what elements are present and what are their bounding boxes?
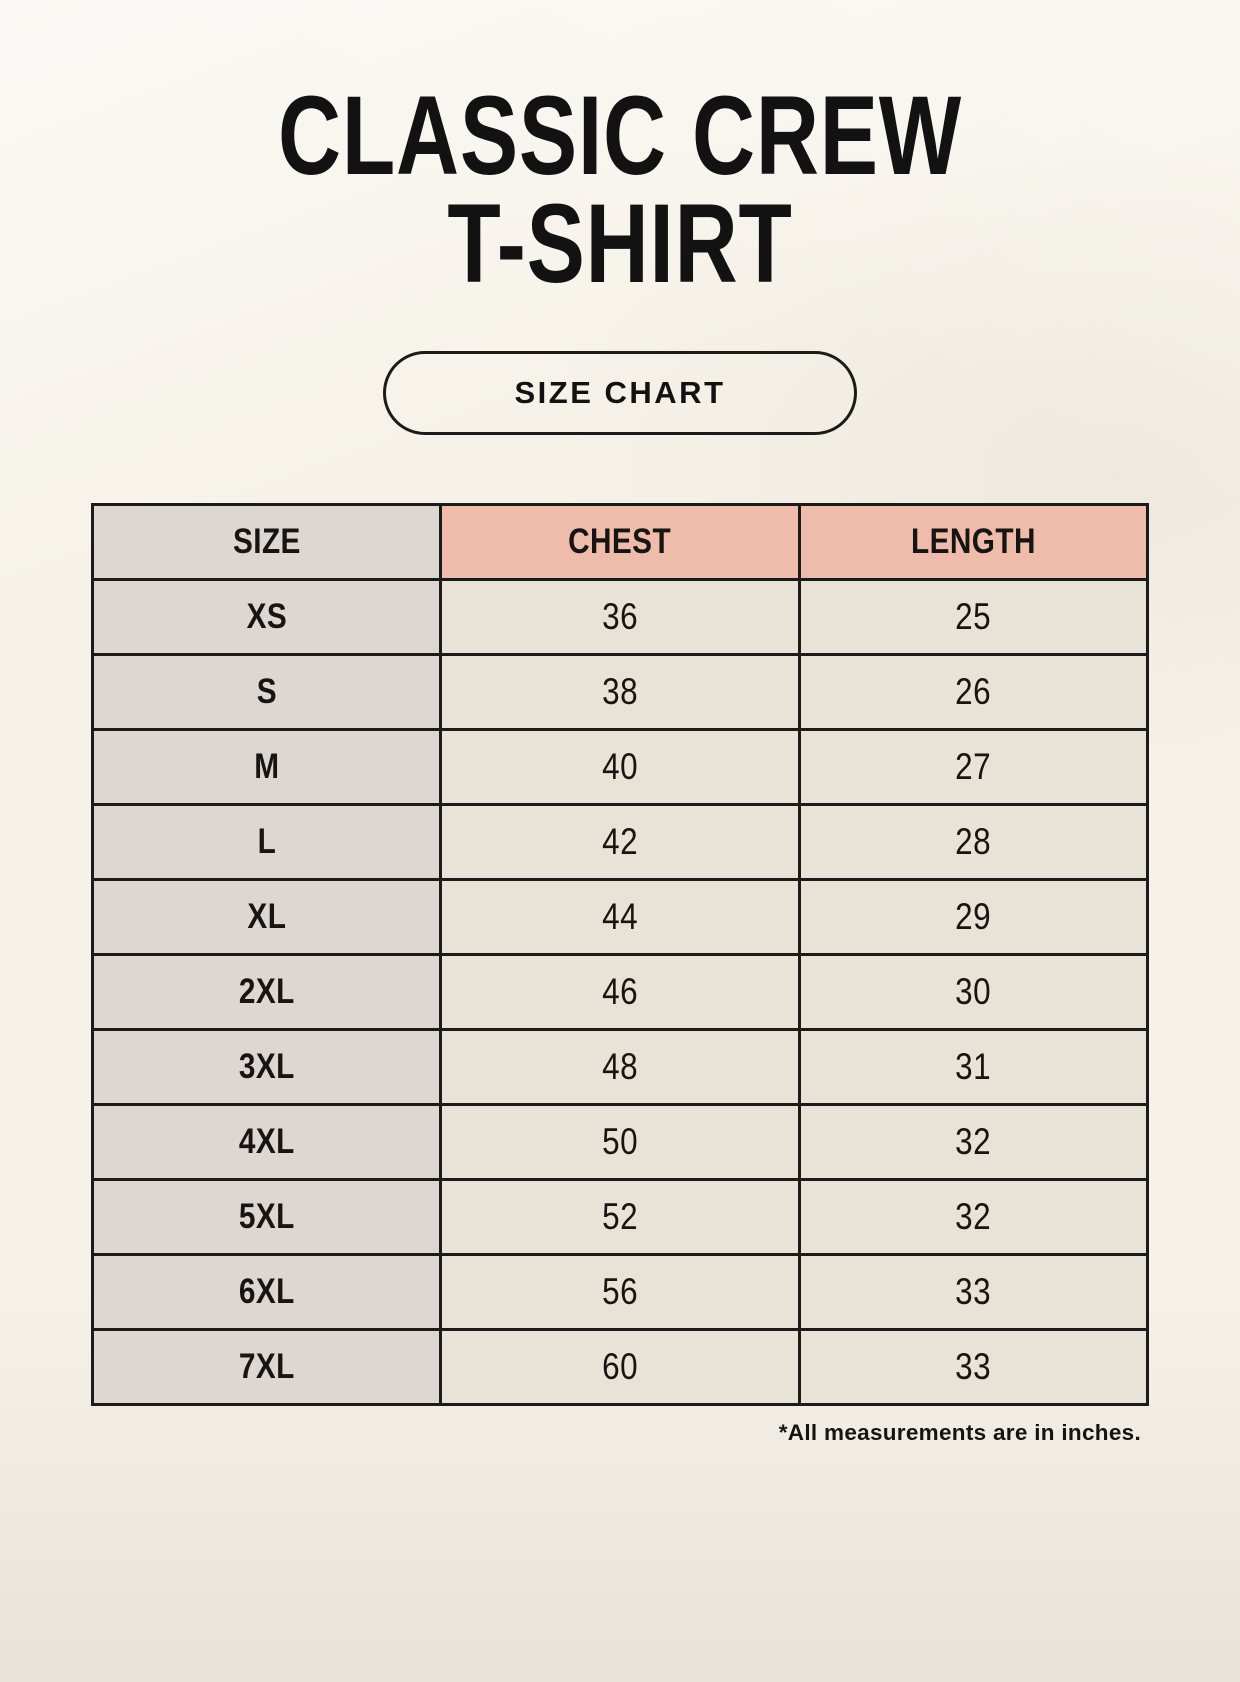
size-chart-table-container: SIZE CHEST LENGTH XS 36 25 S 38 26 M 40 …	[90, 503, 1150, 1407]
chest-cell: 50	[439, 1103, 801, 1182]
size-cell: 3XL	[90, 1028, 443, 1107]
chest-cell: 60	[439, 1328, 801, 1407]
size-cell: 4XL	[90, 1103, 443, 1182]
length-cell: 27	[797, 728, 1150, 807]
size-cell: M	[90, 728, 443, 807]
length-cell: 29	[797, 878, 1150, 957]
length-cell: 25	[797, 578, 1150, 657]
length-cell: 31	[797, 1028, 1150, 1107]
chest-cell: 40	[439, 728, 801, 807]
size-chart-badge-label: SIZE CHART	[514, 375, 726, 411]
size-chart-table: SIZE CHEST LENGTH XS 36 25 S 38 26 M 40 …	[90, 503, 1150, 1407]
table-row: S 38 26	[90, 653, 1150, 732]
table-row: XL 44 29	[90, 878, 1150, 957]
chest-cell: 48	[439, 1028, 801, 1107]
length-cell: 32	[797, 1103, 1150, 1182]
col-header-chest: CHEST	[439, 503, 801, 582]
chest-cell: 44	[439, 878, 801, 957]
length-cell: 30	[797, 953, 1150, 1032]
chest-cell: 56	[439, 1253, 801, 1332]
size-cell: XS	[90, 578, 443, 657]
size-cell: 6XL	[90, 1253, 443, 1332]
page-title: CLASSIC CREW T-SHIRT	[136, 73, 1103, 306]
col-header-size: SIZE	[90, 503, 443, 582]
chest-cell: 52	[439, 1178, 801, 1257]
col-header-chest-label: CHEST	[568, 522, 672, 562]
chest-cell: 46	[439, 953, 801, 1032]
table-row: L 42 28	[90, 803, 1150, 882]
size-cell: 2XL	[90, 953, 443, 1032]
chest-cell: 36	[439, 578, 801, 657]
table-row: XS 36 25	[90, 578, 1150, 657]
table-row: 2XL 46 30	[90, 953, 1150, 1032]
chest-cell: 42	[439, 803, 801, 882]
table-header-row: SIZE CHEST LENGTH	[90, 503, 1150, 582]
col-header-length-label: LENGTH	[910, 522, 1036, 562]
col-header-length: LENGTH	[797, 503, 1150, 582]
size-cell: XL	[90, 878, 443, 957]
size-cell: 5XL	[90, 1178, 443, 1257]
length-cell: 26	[797, 653, 1150, 732]
size-chart-badge[interactable]: SIZE CHART	[383, 351, 857, 436]
table-row: 5XL 52 32	[90, 1178, 1150, 1257]
length-cell: 28	[797, 803, 1150, 882]
table-row: 4XL 50 32	[90, 1103, 1150, 1182]
length-cell: 32	[797, 1178, 1150, 1257]
length-cell: 33	[797, 1253, 1150, 1332]
size-cell: L	[90, 803, 443, 882]
title-line-1: CLASSIC CREW	[278, 73, 962, 198]
table-row: 7XL 60 33	[90, 1328, 1150, 1407]
size-cell: 7XL	[90, 1328, 443, 1407]
size-cell: S	[90, 653, 443, 732]
title-line-2: T-SHIRT	[447, 180, 793, 306]
chest-cell: 38	[439, 653, 801, 732]
table-row: M 40 27	[90, 728, 1150, 807]
length-cell: 33	[797, 1328, 1150, 1407]
table-row: 3XL 48 31	[90, 1028, 1150, 1107]
table-row: 6XL 56 33	[90, 1253, 1150, 1332]
col-header-size-label: SIZE	[232, 522, 301, 562]
measurements-footnote: *All measurements are in inches.	[778, 1420, 1141, 1446]
